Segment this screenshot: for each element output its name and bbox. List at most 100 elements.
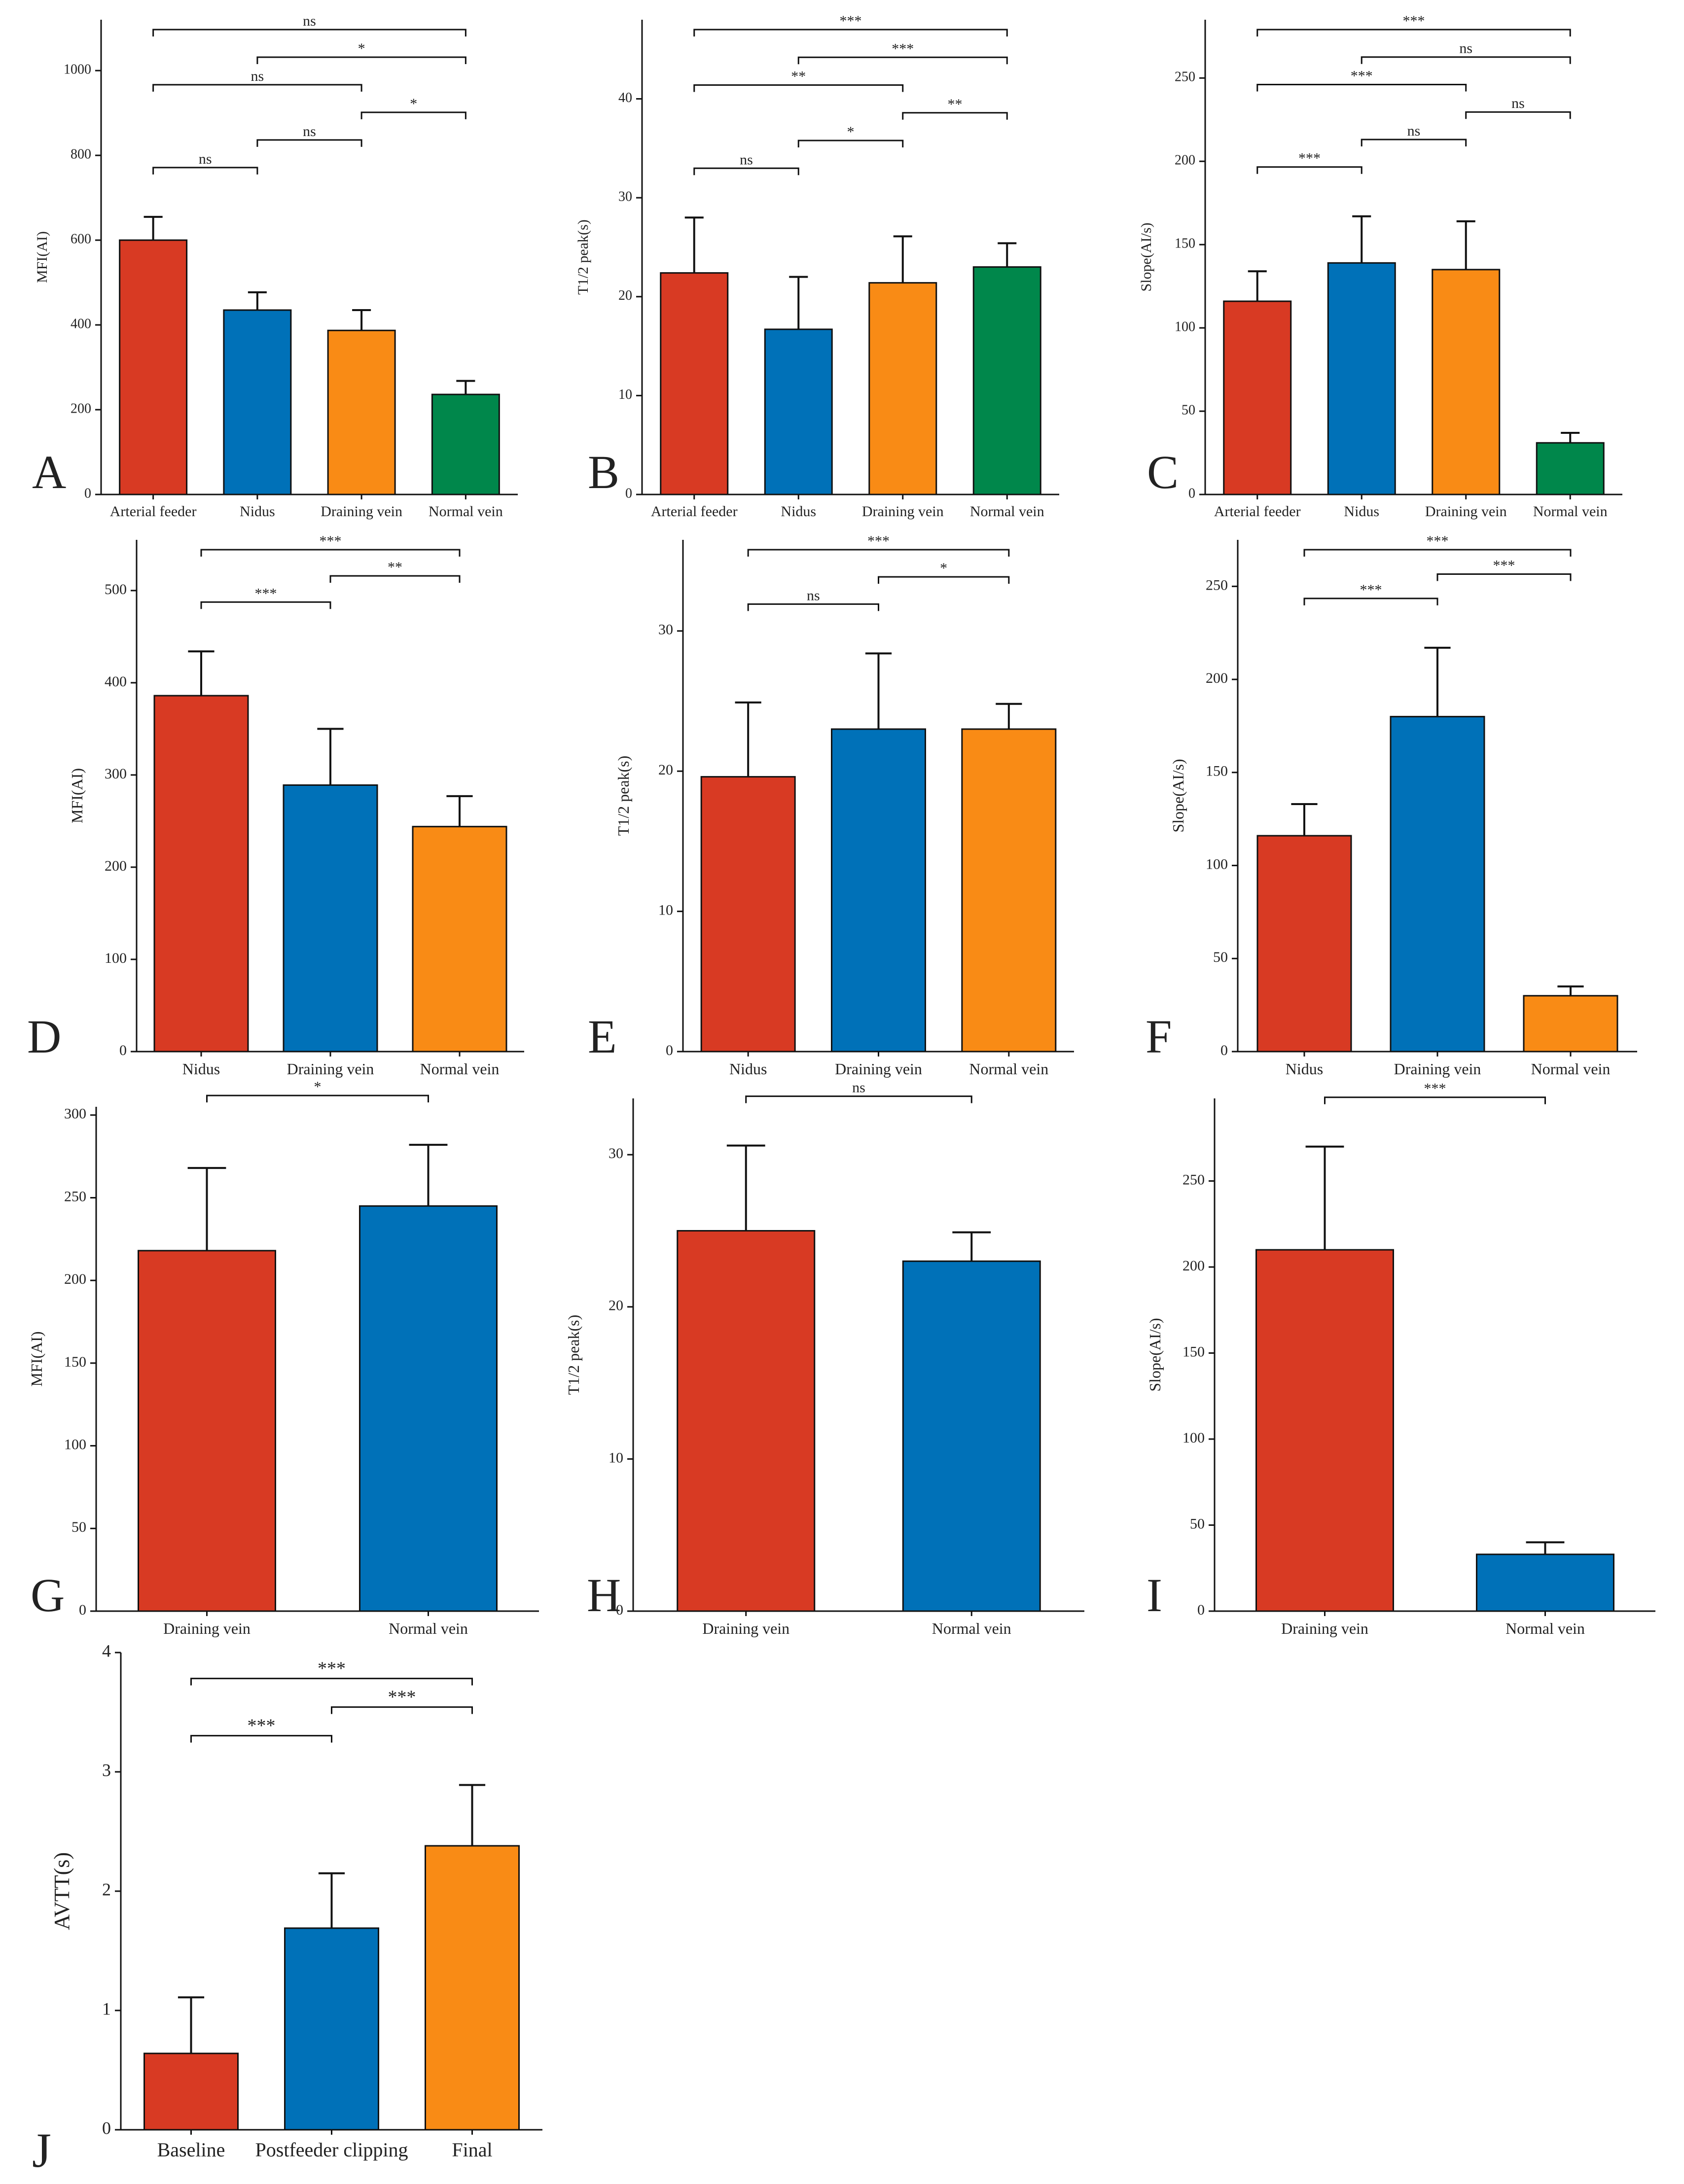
panel-label: A [32, 446, 66, 498]
y-tick-label: 0 [1188, 486, 1195, 501]
significance-label: * [847, 124, 855, 140]
bar-draining-vein [677, 1230, 816, 1612]
panel-label: F [1146, 1010, 1172, 1063]
x-category-label: Nidus [240, 503, 275, 520]
x-category-label: Draining vein [163, 1620, 251, 1637]
significance-bracket [1436, 573, 1572, 581]
x-category-label: Draining vein [1394, 1060, 1481, 1078]
x-category-label: Normal vein [969, 1060, 1048, 1078]
significance-bracket [797, 56, 1008, 65]
y-tick-label: 40 [618, 90, 632, 106]
panel-label: E [588, 1010, 617, 1063]
y-axis-title: MFI(AI) [28, 1332, 45, 1387]
y-axis-title: T1/2 peak(s) [565, 1315, 582, 1395]
x-category-label: Normal vein [420, 1060, 500, 1078]
bar-final [425, 1845, 520, 2131]
significance-label: ns [251, 68, 264, 84]
y-tick-label: 200 [1175, 153, 1195, 168]
significance-bracket [1256, 29, 1571, 36]
bar-draining-vein [327, 329, 396, 495]
y-tick-label: 4 [102, 1641, 111, 1660]
chart-panel-g: 0 50 100 150 200 250 300 Draining vein Normal ve… [28, 1079, 539, 1637]
y-tick-label: 200 [105, 858, 127, 874]
y-tick-label: 200 [71, 401, 91, 416]
panel-label: J [32, 2123, 51, 2178]
x-category-label: Normal vein [1533, 503, 1608, 520]
bar-draining-vein [1255, 1249, 1394, 1612]
significance-label: * [940, 560, 947, 576]
y-tick-label: 400 [105, 673, 127, 690]
significance-label: ** [388, 559, 402, 575]
significance-bracket [206, 1094, 429, 1103]
y-tick-label: 100 [1182, 1430, 1205, 1446]
significance-label: ns [1459, 40, 1472, 57]
y-tick-label: 100 [105, 950, 127, 966]
significance-bracket [190, 1735, 332, 1743]
bar-normal-vein [902, 1260, 1041, 1612]
significance-label: ns [303, 123, 316, 140]
x-category-label: Arterial feeder [651, 503, 738, 520]
significance-bracket [747, 549, 1010, 557]
significance-label: *** [867, 533, 890, 549]
significance-label: *** [1493, 557, 1515, 573]
x-category-label: Draining vein [1425, 503, 1507, 520]
y-tick-label: 1 [102, 1999, 111, 2018]
bar-normal-vein [1536, 442, 1605, 495]
y-axis-title: Slope(AI/s) [1138, 223, 1154, 292]
y-tick-label: 100 [64, 1436, 86, 1452]
y-tick-label: 150 [64, 1354, 86, 1370]
bar-nidus [700, 776, 796, 1053]
y-tick-label: 20 [609, 1298, 623, 1314]
y-tick-label: 10 [618, 387, 632, 402]
significance-bracket [902, 112, 1008, 120]
bar-nidus [764, 328, 833, 495]
y-tick-label: 250 [1175, 70, 1195, 85]
y-tick-label: 300 [64, 1106, 86, 1122]
significance-label: * [410, 96, 417, 112]
significance-bracket [190, 1678, 473, 1686]
bar-nidus [223, 309, 292, 495]
y-tick-label: 150 [1175, 236, 1195, 251]
significance-label: ns [852, 1080, 865, 1096]
y-axis-title: Slope(AI/s) [1146, 1318, 1164, 1391]
y-tick-label: 600 [71, 232, 91, 247]
x-category-label: Postfeeder clipping [255, 2139, 408, 2161]
significance-label: * [358, 40, 365, 57]
significance-label: * [314, 1079, 322, 1095]
x-category-label: Nidus [729, 1060, 767, 1078]
y-tick-label: 30 [658, 622, 673, 638]
y-tick-label: 10 [609, 1449, 623, 1466]
y-tick-label: 20 [658, 762, 673, 778]
chart-panel-j: 0 1 2 3 4 Baseline Postfeeder clipping Final ***… [32, 1641, 542, 2178]
bar-normal-vein [961, 728, 1057, 1053]
significance-bracket [693, 167, 799, 176]
y-tick-label: 50 [72, 1519, 86, 1535]
x-category-label: Nidus [1286, 1060, 1323, 1078]
significance-label: *** [1424, 1081, 1446, 1097]
y-tick-label: 0 [1197, 1602, 1205, 1618]
x-category-label: Normal vein [429, 503, 503, 520]
y-tick-label: 50 [1190, 1515, 1205, 1532]
significance-label: ** [948, 96, 963, 112]
y-tick-label: 500 [105, 581, 127, 598]
bar-normal-vein [412, 826, 507, 1053]
significance-label: *** [320, 533, 342, 549]
chart-panel-b: 0 10 20 30 40 Arterial feeder Nidus Draining ve… [575, 13, 1059, 520]
panel-label: G [31, 1569, 65, 1621]
x-category-label: Normal vein [1505, 1620, 1585, 1637]
y-tick-label: 250 [1206, 577, 1228, 593]
y-axis-title: T1/2 peak(s) [575, 219, 591, 294]
x-category-label: Arterial feeder [1214, 503, 1301, 520]
bar-postfeeder-clipping [284, 1927, 379, 2131]
significance-label: *** [255, 585, 277, 601]
chart-panel-d: 0 100 200 300 400 500 Nidus Draining vein Normal… [27, 533, 524, 1078]
significance-label: *** [388, 1687, 416, 1708]
bar-normal-vein [1476, 1553, 1614, 1612]
y-axis-title: MFI(AI) [68, 768, 86, 823]
x-category-label: Draining vein [702, 1620, 789, 1637]
y-tick-label: 3 [102, 1760, 111, 1780]
y-axis-title: AVTT(s) [50, 1852, 74, 1930]
y-tick-label: 100 [1206, 856, 1228, 872]
bar-normal-vein [1523, 995, 1618, 1053]
y-tick-label: 50 [1213, 949, 1228, 965]
